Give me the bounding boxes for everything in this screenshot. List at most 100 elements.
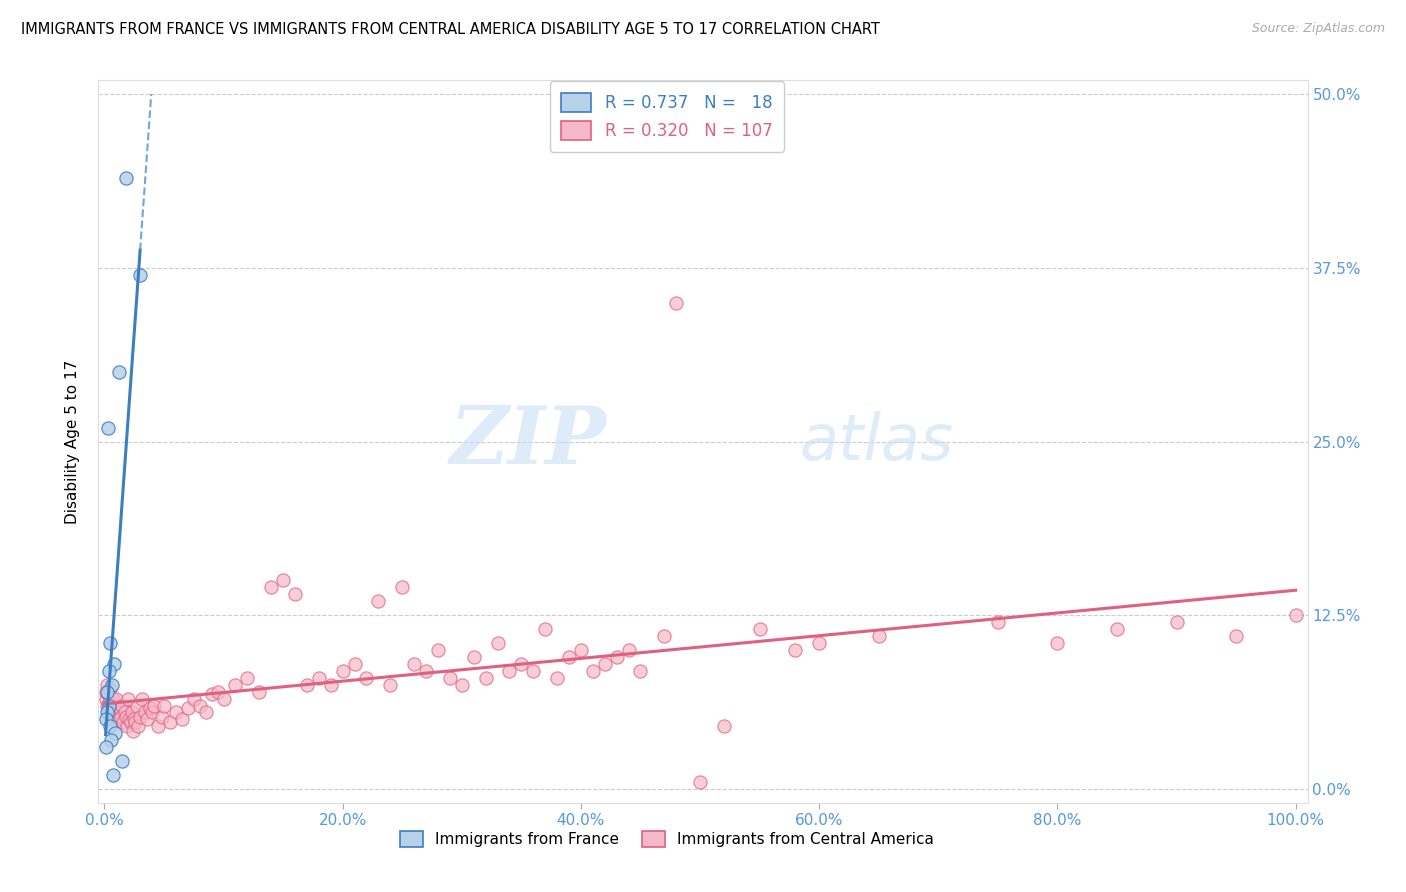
Point	[104, 726, 127, 740]
Point	[146, 719, 169, 733]
Legend: R = 0.737   N =   18, R = 0.320   N = 107: R = 0.737 N = 18, R = 0.320 N = 107	[550, 81, 785, 152]
Point	[110, 709, 132, 723]
Point	[96, 691, 118, 706]
Point	[94, 740, 117, 755]
Text: atlas: atlas	[800, 410, 955, 473]
Point	[120, 715, 142, 730]
Point	[98, 696, 121, 710]
Point	[122, 723, 145, 738]
Point	[868, 629, 890, 643]
Point	[367, 594, 389, 608]
Point	[114, 170, 136, 185]
Point	[98, 681, 121, 696]
Point	[100, 733, 122, 747]
Point	[534, 622, 557, 636]
Point	[748, 622, 770, 636]
Point	[212, 691, 235, 706]
Point	[1225, 629, 1247, 643]
Point	[121, 706, 143, 720]
Point	[463, 649, 485, 664]
Point	[141, 706, 163, 720]
Point	[593, 657, 616, 671]
Point	[284, 587, 307, 601]
Point	[177, 701, 200, 715]
Point	[112, 715, 135, 730]
Point	[98, 719, 121, 733]
Point	[522, 664, 544, 678]
Point	[380, 678, 402, 692]
Point	[104, 709, 127, 723]
Point	[98, 636, 121, 650]
Point	[94, 684, 117, 698]
Point	[415, 664, 437, 678]
Point	[114, 706, 136, 720]
Point	[114, 709, 136, 723]
Point	[987, 615, 1010, 630]
Point	[332, 664, 354, 678]
Point	[107, 365, 129, 379]
Point	[295, 678, 318, 692]
Point	[115, 719, 138, 733]
Point	[319, 678, 342, 692]
Y-axis label: Disability Age 5 to 17: Disability Age 5 to 17	[65, 359, 80, 524]
Point	[165, 706, 187, 720]
Text: IMMIGRANTS FROM FRANCE VS IMMIGRANTS FROM CENTRAL AMERICA DISABILITY AGE 5 TO 17: IMMIGRANTS FROM FRANCE VS IMMIGRANTS FRO…	[21, 22, 880, 37]
Point	[450, 678, 472, 692]
Point	[194, 706, 217, 720]
Point	[236, 671, 259, 685]
Point	[546, 671, 568, 685]
Point	[808, 636, 831, 650]
Point	[96, 684, 118, 698]
Point	[582, 664, 605, 678]
Point	[143, 698, 166, 713]
Point	[125, 698, 148, 713]
Point	[486, 636, 509, 650]
Point	[1046, 636, 1069, 650]
Point	[785, 643, 807, 657]
Point	[569, 643, 592, 657]
Point	[136, 713, 159, 727]
Point	[105, 691, 128, 706]
Point	[111, 698, 134, 713]
Point	[404, 657, 426, 671]
Point	[391, 581, 413, 595]
Point	[1285, 608, 1308, 623]
Point	[108, 701, 131, 715]
Point	[96, 706, 118, 720]
Point	[127, 719, 149, 733]
Point	[98, 664, 121, 678]
Point	[606, 649, 628, 664]
Point	[630, 664, 652, 678]
Point	[343, 657, 366, 671]
Point	[97, 420, 120, 434]
Point	[100, 678, 122, 692]
Point	[101, 691, 124, 706]
Point	[713, 719, 735, 733]
Point	[426, 643, 449, 657]
Point	[122, 713, 145, 727]
Point	[439, 671, 461, 685]
Point	[103, 713, 125, 727]
Point	[224, 678, 246, 692]
Text: Source: ZipAtlas.com: Source: ZipAtlas.com	[1251, 22, 1385, 36]
Point	[101, 768, 124, 782]
Point	[96, 698, 118, 713]
Point	[98, 701, 121, 715]
Point	[356, 671, 378, 685]
Point	[510, 657, 533, 671]
Point	[129, 268, 152, 282]
Point	[200, 687, 222, 701]
Point	[97, 706, 120, 720]
Point	[103, 657, 125, 671]
Point	[617, 643, 640, 657]
Point	[107, 713, 129, 727]
Point	[260, 581, 283, 595]
Point	[207, 684, 229, 698]
Point	[103, 698, 125, 713]
Point	[100, 698, 122, 713]
Point	[131, 691, 153, 706]
Point	[558, 649, 581, 664]
Point	[159, 715, 181, 730]
Point	[96, 713, 118, 727]
Point	[1166, 615, 1188, 630]
